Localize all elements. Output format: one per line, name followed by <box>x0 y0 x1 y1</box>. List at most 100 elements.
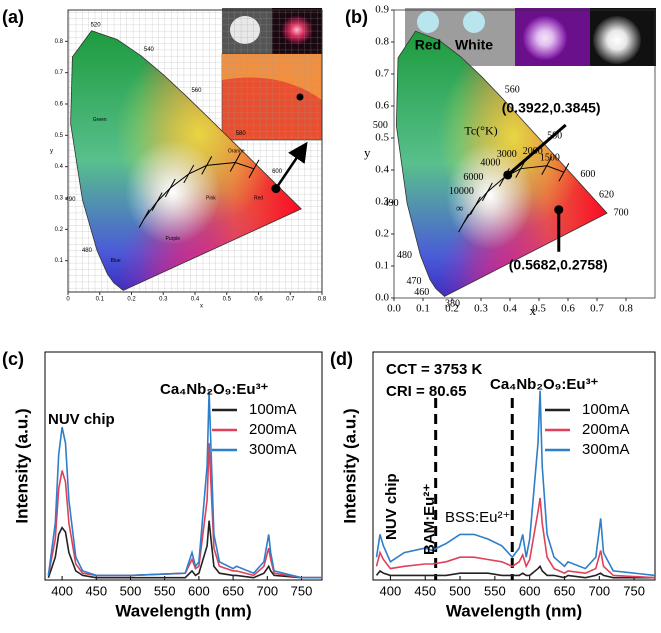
x-tick-label: 600 <box>519 583 541 598</box>
isotherm <box>151 192 163 211</box>
legend-label: 300mA <box>249 441 297 458</box>
x-tick-label: 450 <box>414 583 436 598</box>
point <box>271 184 281 194</box>
x-tick-label: 700 <box>256 583 278 598</box>
x-axis-label: Wavelength (nm) <box>446 601 582 620</box>
locus-label: 580 <box>236 131 247 137</box>
locus-label: 520 <box>91 22 102 28</box>
spectrum-line <box>375 564 655 579</box>
x-tick-label: 450 <box>85 583 107 598</box>
photo-led-red <box>417 11 439 33</box>
locus-label: 380 <box>445 299 460 310</box>
x-tick-label: 550 <box>484 583 506 598</box>
locus-label: 480 <box>397 250 412 261</box>
y-tick-label: 0.7 <box>375 68 389 80</box>
x-tick-label: 0.5 <box>532 303 546 315</box>
cct-title: Tc(°K) <box>464 123 497 137</box>
point <box>554 205 564 215</box>
x-tick-label: 500 <box>120 583 142 598</box>
annotation: CCT = 3753 K <box>386 361 482 378</box>
spectrum-line <box>375 497 656 579</box>
locus-label: 560 <box>191 88 202 94</box>
x-tick-label: 400 <box>380 583 402 598</box>
glow-spot <box>523 16 567 60</box>
x-tick-label: 0.4 <box>191 297 200 303</box>
x-axis-label: x <box>200 304 203 310</box>
panel-label: (b) <box>345 7 368 27</box>
plot-frame <box>393 9 656 299</box>
legend-label: 200mA <box>582 421 630 438</box>
y-tick-label: 0.2 <box>375 228 389 240</box>
cct-label: 4000 <box>480 158 500 169</box>
y-tick-label: 0.9 <box>375 4 389 16</box>
isotherm <box>201 156 213 175</box>
glow-spot <box>593 16 641 64</box>
plot-frame <box>372 351 656 581</box>
x-tick-label: 0.1 <box>96 297 105 303</box>
y-axis-label: Intensity (a.u.) <box>340 408 359 523</box>
cct-label: ∞ <box>456 203 463 214</box>
x-tick-label: 0.6 <box>561 303 575 315</box>
y-tick-label: 0.3 <box>375 196 389 208</box>
value-label: (0.5682,0.2758) <box>509 256 608 272</box>
x-tick-label: 0.0 <box>387 303 401 315</box>
cct-label: 1500 <box>540 153 560 164</box>
locus-label: 560 <box>505 84 520 95</box>
isotherm <box>248 159 260 179</box>
annotation: BSS:Eu²⁺ <box>445 509 510 526</box>
x-tick-label: 550 <box>154 583 176 598</box>
annotation: NUV chip <box>48 411 115 428</box>
isotherm <box>229 153 241 172</box>
locus-label: 620 <box>599 190 614 201</box>
x-tick-label: 0.7 <box>590 303 604 315</box>
x-tick-label: 0 <box>66 297 70 303</box>
legend-label: 300mA <box>582 441 630 458</box>
x-tick-label: 750 <box>291 583 313 598</box>
x-tick-label: 0.6 <box>254 297 263 303</box>
isotherm <box>164 178 176 198</box>
spectrum-line <box>47 520 322 579</box>
x-axis-label: Wavelength (nm) <box>115 601 251 620</box>
x-tick-label: 400 <box>51 583 73 598</box>
y-tick-label: 0.6 <box>55 102 64 108</box>
x-tick-label: 0.8 <box>619 303 633 315</box>
locus-label: 700 <box>614 207 629 218</box>
legend-label: 100mA <box>582 401 630 418</box>
y-tick-label: 0.1 <box>55 258 64 264</box>
y-tick-label: 0.4 <box>375 164 389 176</box>
panel-label: (d) <box>330 349 353 369</box>
x-tick-label: 500 <box>449 583 471 598</box>
y-axis-label: y <box>364 145 371 160</box>
locus-label: 500 <box>373 120 388 131</box>
spectral-locus <box>70 30 302 291</box>
x-tick-label: 700 <box>588 583 610 598</box>
x-tick-label: 0.7 <box>286 297 295 303</box>
region-label: Purple <box>166 236 181 242</box>
spectrum-line <box>47 390 322 579</box>
x-tick-label: 0.2 <box>445 303 459 315</box>
spectrum-line <box>375 390 656 577</box>
legend-label: 200mA <box>249 421 297 438</box>
cct-label: 3000 <box>497 149 517 160</box>
annotation: CRI = 80.65 <box>386 383 466 400</box>
region-label: Pink <box>206 195 216 201</box>
photo-label: Red <box>415 37 441 53</box>
region-label: Red <box>254 195 263 201</box>
isotherm <box>458 213 470 233</box>
photo-led-white <box>463 11 485 33</box>
cct-label: 10000 <box>449 186 474 197</box>
x-tick-label: 0.3 <box>159 297 168 303</box>
isotherm <box>558 162 570 182</box>
region-label: Orange <box>228 148 245 154</box>
y-tick-label: 0.5 <box>55 133 64 139</box>
isotherm <box>541 156 553 175</box>
x-tick-label: 600 <box>188 583 210 598</box>
annotation: Ca₄Nb₂O₉:Eu³⁺ <box>160 381 269 398</box>
photo-label: White <box>455 37 493 53</box>
y-tick-label: 0.3 <box>55 196 64 202</box>
y-tick-label: 0.0 <box>375 292 389 304</box>
x-tick-label: 0.1 <box>416 303 430 315</box>
isotherm <box>481 182 493 202</box>
